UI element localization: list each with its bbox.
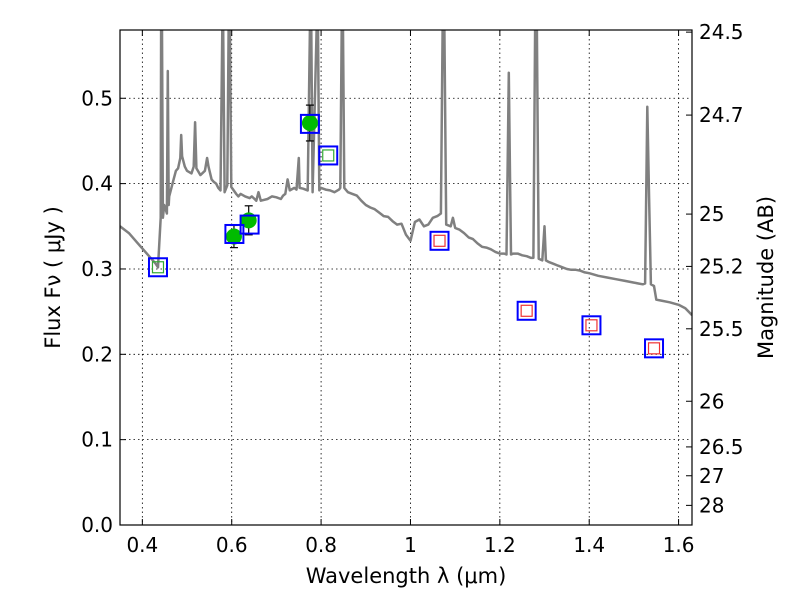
y-tick-label: 0.3 bbox=[81, 257, 113, 281]
measurement-square bbox=[429, 230, 450, 251]
x-tick-label: 1.2 bbox=[484, 533, 516, 557]
x-tick-label: 1.6 bbox=[663, 533, 695, 557]
measurement-square bbox=[644, 338, 665, 359]
x-axis-label: Wavelength λ (μm) bbox=[306, 564, 507, 588]
y2-tick-label: 24.5 bbox=[699, 20, 744, 44]
x-tick-label: 1 bbox=[404, 533, 417, 557]
y-tick-labels: 0.0 0.1 0.2 0.3 0.4 0.5 bbox=[81, 86, 113, 537]
x-tick-label: 0.6 bbox=[216, 533, 248, 557]
y2-tick-label: 25.2 bbox=[699, 254, 744, 278]
measurement-square bbox=[318, 145, 339, 166]
model-point-square bbox=[322, 149, 335, 162]
x-tick-label: 0.4 bbox=[126, 533, 158, 557]
measurement-square bbox=[516, 300, 537, 321]
measurement-square bbox=[147, 257, 168, 278]
photometry-point bbox=[301, 115, 318, 132]
y2-tick-label: 25.5 bbox=[699, 317, 744, 341]
y2-tick-labels: 24.5 24.7 25 25.2 25.5 26 26.5 27 28 bbox=[699, 20, 744, 517]
model-point-square bbox=[433, 234, 446, 247]
y2-axis-label: Magnitude (AB) bbox=[754, 196, 778, 359]
y-tick-label: 0.2 bbox=[81, 342, 113, 366]
model-point-square bbox=[520, 304, 533, 317]
axis-ticks bbox=[120, 30, 692, 526]
measurement-square bbox=[239, 214, 260, 235]
y2-tick-label: 26 bbox=[699, 389, 724, 413]
measurement-square bbox=[581, 315, 602, 336]
model-point-square bbox=[647, 342, 661, 355]
x-tick-labels: 0.4 0.6 0.8 1 1.2 1.4 1.6 bbox=[126, 533, 694, 557]
x-tick-label: 1.4 bbox=[573, 533, 605, 557]
model-point-square bbox=[585, 319, 598, 332]
measurement-square bbox=[299, 113, 320, 134]
y2-tick-label: 25 bbox=[699, 202, 724, 226]
plot-area bbox=[120, 30, 692, 359]
y-tick-label: 0.5 bbox=[81, 86, 113, 110]
y2-tick-label: 27 bbox=[699, 464, 724, 488]
y2-tick-label: 28 bbox=[699, 493, 724, 517]
y2-tick-label: 26.5 bbox=[699, 435, 744, 459]
plot-frame bbox=[119, 29, 693, 526]
photometry-point bbox=[225, 228, 242, 245]
model-point-square bbox=[151, 261, 165, 274]
model-spectrum-line bbox=[120, 30, 692, 316]
y-axis-label: Flux Fν ( μJy ) bbox=[41, 206, 65, 349]
y-tick-label: 0.1 bbox=[81, 428, 113, 452]
y2-tick-label: 24.7 bbox=[699, 103, 744, 127]
x-tick-label: 0.8 bbox=[305, 533, 337, 557]
y-tick-label: 0.4 bbox=[81, 172, 113, 196]
y-tick-label: 0.0 bbox=[81, 513, 113, 537]
